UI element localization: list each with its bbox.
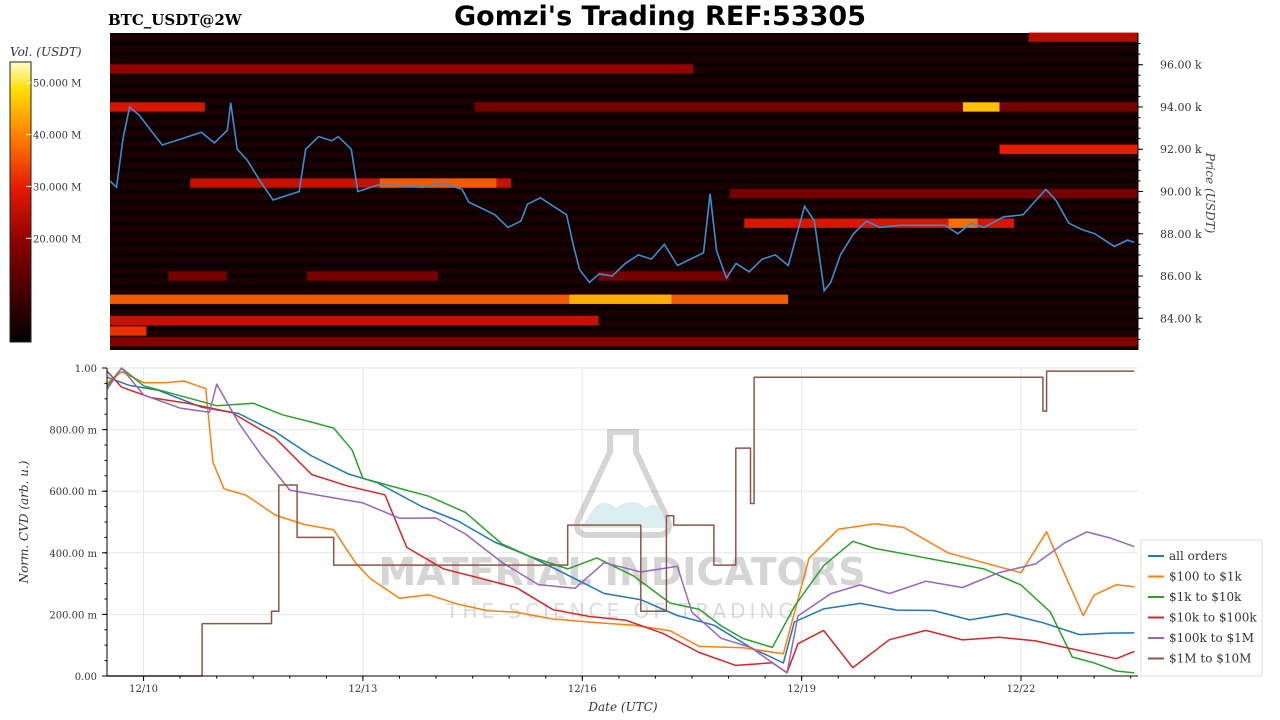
heatmap-band (168, 271, 227, 281)
colorbar-label: Vol. (USDT) (10, 45, 82, 59)
price-tick-label: 92.00 k (1160, 143, 1202, 156)
cvd-series-line (106, 370, 1135, 674)
heatmap-row (110, 235, 1138, 243)
price-tick-label: 84.00 k (1160, 312, 1202, 325)
cvd-x-tick-label: 12/16 (568, 684, 597, 695)
cvd-y-tick-label: 400.00 m (49, 549, 97, 560)
heatmap-row (110, 161, 1138, 169)
heatmap-band (569, 294, 672, 304)
heatmap-band (474, 102, 1138, 112)
price-tick-label: 88.00 k (1160, 228, 1202, 241)
heatmap-band (744, 218, 1015, 228)
price-tick-label: 94.00 k (1160, 101, 1202, 114)
cvd-x-axis-label: Date (UTC) (587, 700, 657, 714)
cvd-x-tick-label: 12/10 (129, 684, 158, 695)
heatmap-band (1028, 32, 1138, 42)
heatmap-row (110, 87, 1138, 95)
heatmap-panel (109, 32, 1138, 350)
cvd-y-axis-label: Norm. CVD (arb. u.) (17, 460, 31, 584)
heatmap-row (110, 278, 1138, 285)
heatmap-row (110, 320, 1138, 327)
heatmap-band (190, 178, 511, 188)
cvd-x-tick-label: 12/22 (1007, 684, 1036, 695)
heatmap-row (110, 140, 1138, 148)
heatmap-row (110, 56, 1138, 63)
watermark: MATERIAL INDICATORS THE SCIENCE OF TRADI… (378, 429, 866, 623)
heatmap-row (110, 193, 1138, 200)
flask-icon (574, 429, 672, 538)
heatmap-band (306, 271, 439, 281)
heatmap-row (110, 130, 1138, 137)
price-line (109, 102, 1135, 293)
heatmap-row (110, 267, 1138, 274)
heatmap-row (110, 330, 1138, 338)
heatmap-band (110, 336, 1138, 347)
heatmap-row (110, 214, 1138, 222)
heatmap-band (948, 218, 978, 228)
cvd-x-tick-label: 12/19 (787, 684, 816, 695)
heatmap-band (999, 144, 1138, 154)
heatmap-row (110, 288, 1138, 296)
heatmap-row (110, 98, 1138, 105)
heatmap-row (110, 204, 1138, 211)
heatmap-band (110, 326, 147, 336)
heatmap-row (110, 119, 1138, 126)
price-axis-label: Price (USDT) (1203, 152, 1217, 234)
cvd-x-tick-label: 12/13 (349, 684, 378, 695)
heatmap-band (110, 64, 694, 74)
legend-label: $100k to $1M (1169, 631, 1254, 645)
price-axis: 84.00 k 86.00 k 88.00 k 90.00 k 92.00 k 94.00… (1137, 33, 1202, 350)
heatmap-band (963, 102, 1000, 112)
heatmap-row (110, 77, 1138, 84)
heatmap-row (110, 109, 1138, 116)
cvd-y-tick-label: 800.00 m (49, 426, 97, 437)
heatmap-band (110, 294, 789, 304)
heatmap-band (110, 315, 599, 326)
cvd-y-tick-label: 600.00 m (49, 487, 97, 498)
heatmap-band (110, 102, 205, 112)
cvd-series-line (106, 367, 1135, 674)
heatmap-row (110, 309, 1138, 317)
chart-title: Gomzi's Trading REF:53305 (454, 1, 866, 32)
watermark-name: MATERIAL INDICATORS (378, 550, 865, 594)
legend-box (1140, 539, 1263, 677)
heatmap-band (729, 188, 1138, 199)
heatmap-row (110, 257, 1138, 264)
legend-label: $1k to $10k (1169, 590, 1242, 604)
heatmap-row (110, 45, 1138, 53)
price-tick-label: 96.00 k (1160, 59, 1202, 72)
cvd-lines (106, 367, 1135, 677)
colorbar-tick-label: 30.000 M (33, 182, 81, 193)
heatmap-row (110, 151, 1138, 158)
price-tick-label: 86.00 k (1160, 270, 1202, 283)
cvd-y-tick-label: 0.00 (75, 672, 97, 683)
colorbar-ticks: 50.000 M 40.000 M 30.000 M 20.000 M (26, 79, 81, 245)
price-tick-label: 90.00 k (1160, 186, 1202, 199)
cvd-series-line (106, 370, 1135, 655)
legend-label: $10k to $100k (1169, 611, 1257, 625)
legend-label: all orders (1169, 549, 1227, 563)
heatmap-row (110, 225, 1138, 232)
legend-label: $100 to $1k (1169, 570, 1242, 584)
cvd-y-tick-label: 200.00 m (49, 610, 97, 621)
heatmap-band (379, 178, 497, 188)
symbol-label: BTC_USDT@2W (108, 11, 243, 29)
heatmap-row (110, 183, 1138, 190)
heatmap-row (110, 172, 1138, 179)
legend: all orders $100 to $1k $1k to $10k $10k to … (1140, 539, 1263, 677)
colorbar-tick-label: 50.000 M (33, 79, 81, 90)
heatmap-band (598, 271, 730, 281)
cvd-series-line (106, 367, 1135, 674)
heatmap-row (110, 246, 1138, 253)
colorbar-tick-label: 20.000 M (33, 234, 81, 245)
cvd-y-tick-label: 1.00 (75, 364, 97, 375)
cvd-axes: 0.00 200.00 m 400.00 m 600.00 m 800.00 m 1.00… (49, 364, 1138, 695)
colorbar-tick-label: 40.000 M (33, 131, 81, 142)
cvd-series-line (107, 370, 1135, 677)
legend-label: $1M to $10M (1169, 652, 1251, 666)
colorbar (9, 61, 32, 343)
heatmap-row (110, 35, 1138, 42)
